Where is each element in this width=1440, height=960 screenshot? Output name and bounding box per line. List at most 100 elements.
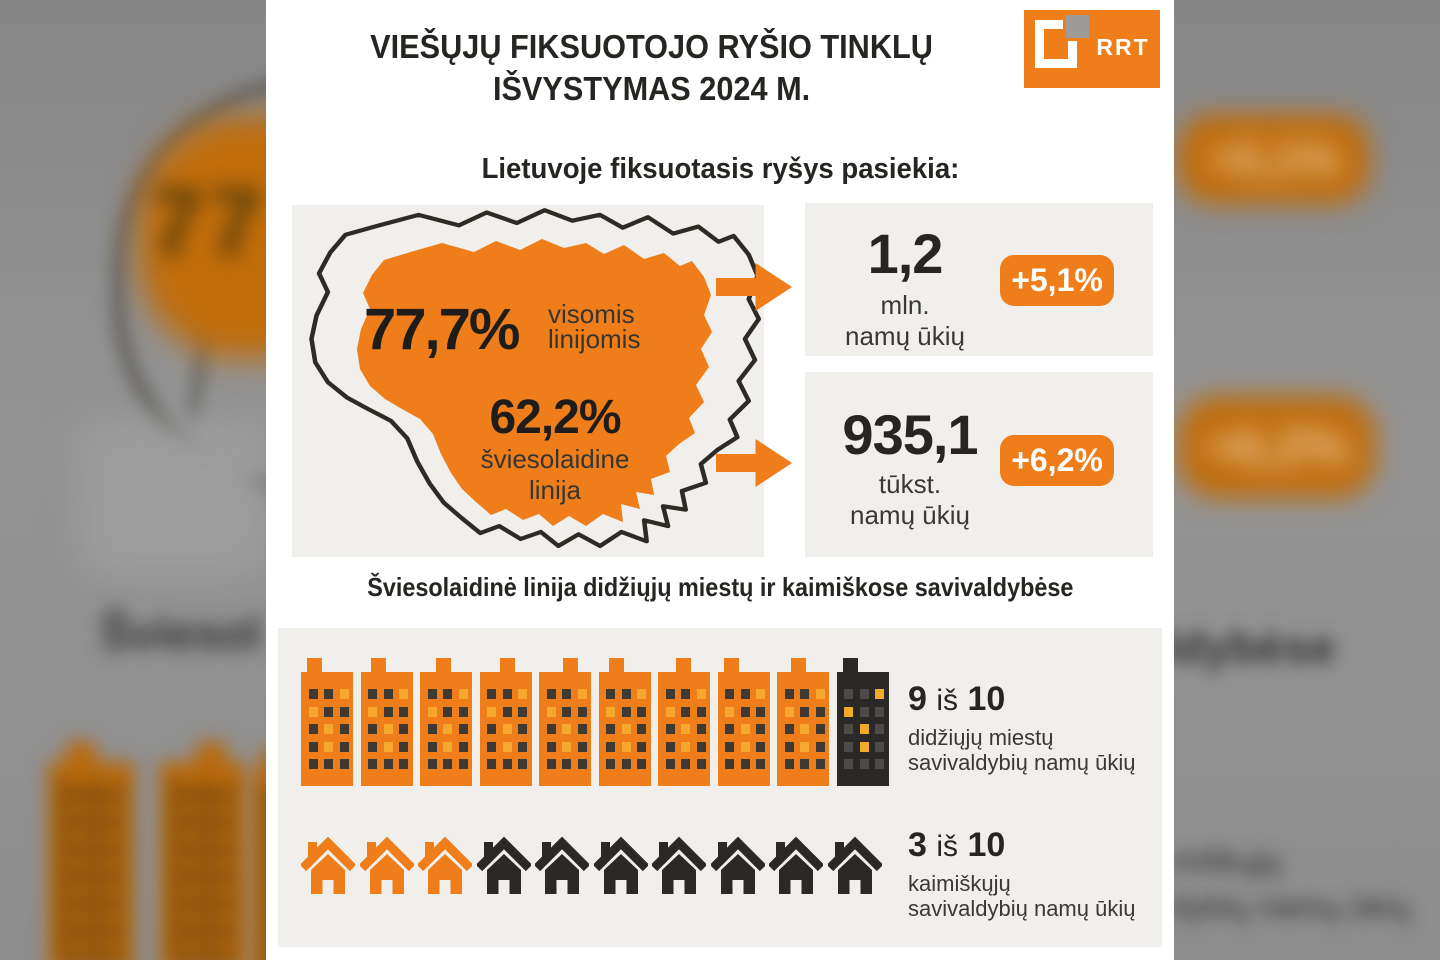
- blurred-badge: +5,1%: [1178, 114, 1370, 204]
- window-icon: [368, 759, 377, 769]
- window-icon: [815, 741, 825, 752]
- window-icon: [458, 689, 468, 699]
- blurred-title-fragment-right: ldybėse: [1174, 621, 1336, 673]
- window-icon: [815, 759, 825, 769]
- window-icon: [756, 706, 765, 717]
- window-icon: [577, 759, 587, 769]
- window-icon: [696, 759, 706, 769]
- window-icon: [784, 706, 794, 717]
- rrt-logo-gray-square-icon: [1063, 15, 1089, 41]
- window-icon: [308, 706, 318, 717]
- growth-badge: +6,2%: [1000, 435, 1114, 486]
- window-icon: [784, 689, 794, 699]
- window-icon: [606, 706, 615, 717]
- window-icon: [637, 706, 646, 717]
- lithuania-map-panel: 77,7% visomis linijomis 62,2% šviesolaid…: [292, 205, 764, 557]
- households-fiber-card: 935,1 tūkst. namų ūkių +6,2%: [805, 372, 1153, 557]
- window-icon: [383, 724, 393, 734]
- window-icon: [696, 741, 706, 752]
- window-icon: [443, 724, 452, 734]
- window-icon: [427, 759, 437, 769]
- window-icon: [665, 759, 675, 769]
- window-icon: [637, 724, 646, 734]
- window-icon: [518, 706, 527, 717]
- window-icon: [502, 724, 512, 734]
- houses-pictograph-row: [299, 833, 883, 900]
- window-icon: [740, 724, 750, 734]
- window-icon: [562, 689, 571, 699]
- window-icon: [399, 741, 408, 752]
- window-icon: [339, 689, 349, 699]
- window-icon: [324, 706, 333, 717]
- window-icon: [815, 706, 825, 717]
- blurred-building: [160, 742, 246, 960]
- window-icon: [427, 741, 437, 752]
- window-icon: [546, 706, 556, 717]
- window-icon: [518, 724, 527, 734]
- window-icon: [458, 706, 468, 717]
- window-icon: [725, 706, 734, 717]
- window-icon: [487, 759, 496, 769]
- window-icon: [725, 741, 734, 752]
- window-icon: [324, 724, 333, 734]
- window-icon: [815, 724, 825, 734]
- window-icon: [756, 724, 765, 734]
- blurred-label-fragment: dybių namų ūkių: [1174, 888, 1411, 925]
- window-icon: [696, 706, 706, 717]
- title-line-2: IŠVYSTYMAS 2024 M.: [493, 70, 811, 107]
- window-icon: [621, 759, 631, 769]
- buildings-pictograph-row: [301, 656, 889, 786]
- house-icon-unconnected: [592, 833, 649, 900]
- window-icon: [383, 689, 393, 699]
- window-icon: [562, 724, 571, 734]
- building-icon-connected: [420, 656, 472, 786]
- blurred-label-fragment: miškųjų: [1174, 842, 1282, 879]
- window-icon: [621, 741, 631, 752]
- window-icon: [546, 689, 556, 699]
- window-icon: [800, 741, 809, 752]
- house-icon-unconnected: [826, 833, 883, 900]
- building-icon-connected: [479, 656, 532, 786]
- window-icon: [577, 689, 587, 699]
- households-total-card: 1,2 mln. namų ūkių +5,1%: [805, 203, 1153, 356]
- window-icon: [399, 689, 408, 699]
- house-icon-unconnected: [650, 833, 708, 900]
- building-icon-connected: [301, 656, 353, 786]
- window-icon: [844, 689, 853, 699]
- window-icon: [399, 706, 408, 717]
- window-icon: [399, 759, 408, 769]
- rrt-logo: RRT: [1024, 10, 1160, 88]
- window-icon: [546, 759, 556, 769]
- window-icon: [383, 741, 393, 752]
- window-icon: [487, 689, 496, 699]
- window-icon: [427, 706, 437, 717]
- window-icon: [681, 724, 690, 734]
- households-fiber-label: namų ūkių: [850, 500, 970, 530]
- building-icon-connected: [717, 656, 770, 786]
- window-icon: [308, 741, 318, 752]
- subtitle: Lietuvoje fiksuotasis ryšys pasiekia:: [481, 153, 959, 185]
- house-icon-unconnected: [475, 833, 532, 900]
- buildings-stat-text: 9 iš 10 didžiųjų miestų savivaldybių nam…: [908, 680, 1136, 775]
- window-icon: [546, 724, 556, 734]
- fiber-percentage: 62,2%: [489, 391, 621, 444]
- window-icon: [562, 741, 571, 752]
- window-icon: [696, 689, 706, 699]
- window-icon: [740, 759, 750, 769]
- window-icon: [577, 724, 587, 734]
- window-icon: [606, 741, 615, 752]
- window-icon: [859, 741, 869, 752]
- window-icon: [562, 706, 571, 717]
- window-icon: [458, 741, 468, 752]
- house-icon-connected: [416, 833, 474, 900]
- window-icon: [875, 689, 884, 699]
- title-line-1: VIEŠŲJŲ FIKSUOTOJO RYŠIO TINKLŲ: [370, 28, 934, 65]
- window-icon: [308, 689, 318, 699]
- window-icon: [606, 689, 615, 699]
- house-icon-connected: [358, 833, 415, 900]
- window-icon: [308, 724, 318, 734]
- window-icon: [368, 689, 377, 699]
- window-icon: [621, 724, 631, 734]
- window-icon: [725, 759, 734, 769]
- building-icon-connected: [777, 656, 829, 786]
